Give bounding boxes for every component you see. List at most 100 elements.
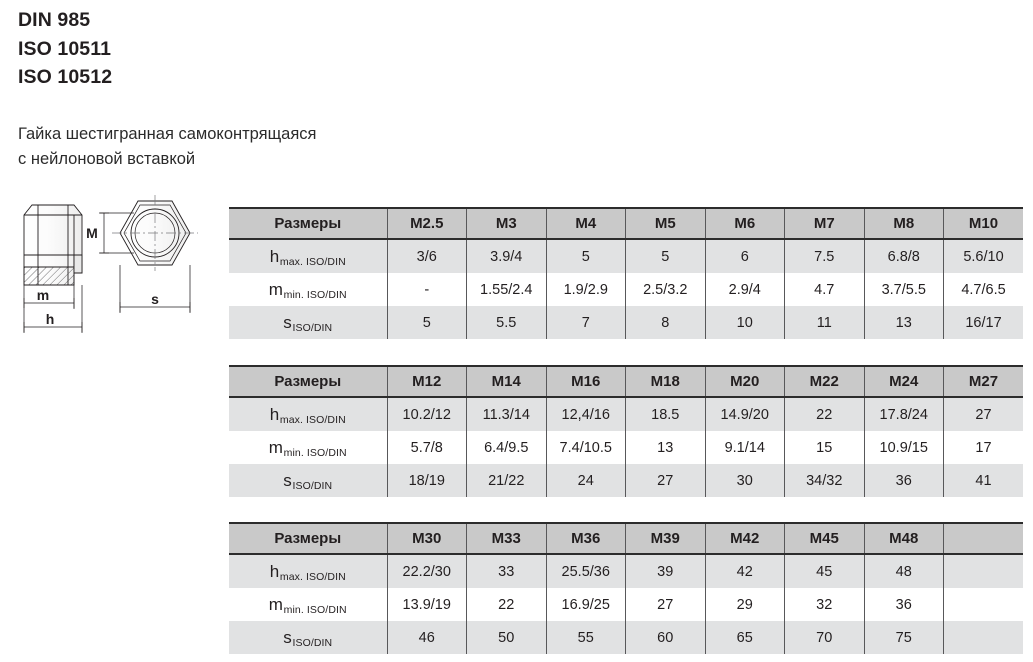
column-header-size: M33 <box>466 522 546 555</box>
table-row: mmin. ISO/DIN -1.55/2.4 1.9/2.9 2.5/3.2 2.9/… <box>229 273 1023 306</box>
value-cell: 17 <box>943 431 1023 464</box>
value-cell: 25.5/36 <box>545 554 626 588</box>
standard-din-985: DIN 985 <box>18 9 91 31</box>
hexagon-chamfer <box>123 204 187 262</box>
column-header-size: M8 <box>863 207 944 240</box>
row-subscript: ISO/DIN <box>292 637 333 649</box>
row-subscript: min. ISO/DIN <box>283 604 347 616</box>
value-cell: 50 <box>466 621 546 654</box>
column-header-size: M12 <box>386 365 467 398</box>
row-label-m: mmin. ISO/DIN <box>229 431 387 464</box>
row-symbol: h <box>269 561 280 581</box>
collar-step <box>73 254 83 274</box>
row-subscript: ISO/DIN <box>292 480 333 492</box>
description-line-1: Гайка шестигранная самоконтрящаяся <box>18 125 317 143</box>
value-cell: 18.5 <box>625 397 705 431</box>
value-cell: 24 <box>545 464 626 497</box>
row-label-s: sISO/DIN <box>229 621 387 654</box>
value-cell: 16.9/25 <box>545 588 626 621</box>
row-symbol: s <box>283 470 292 490</box>
table-row: sISO/DIN 18/19 21/22 24 27 30 34/32 36 41 <box>229 464 1023 497</box>
value-cell: 27 <box>625 464 705 497</box>
dimension-label-M: M <box>86 225 98 241</box>
column-header-size: M10 <box>943 207 1023 240</box>
value-cell: 45 <box>784 554 864 588</box>
value-cell: 55 <box>545 621 626 654</box>
value-cell: 7.5 <box>784 239 864 273</box>
value-cell: - <box>386 273 467 306</box>
value-cell: 36 <box>863 464 944 497</box>
value-cell: 5 <box>625 239 705 273</box>
value-cell-empty <box>943 621 1023 654</box>
column-header-size: M36 <box>545 522 626 555</box>
value-cell: 10 <box>704 306 785 339</box>
value-cell: 13.9/19 <box>386 588 467 621</box>
value-cell: 70 <box>784 621 864 654</box>
value-cell: 48 <box>863 554 944 588</box>
column-header-size: M42 <box>704 522 785 555</box>
dimension-label-m: m <box>37 287 49 303</box>
value-cell: 6.8/8 <box>863 239 944 273</box>
column-header-size: M2.5 <box>386 207 467 240</box>
column-header-size: M7 <box>784 207 864 240</box>
value-cell: 7.4/10.5 <box>545 431 626 464</box>
value-cell: 2.9/4 <box>704 273 785 306</box>
value-cell: 32 <box>784 588 864 621</box>
value-cell: 33 <box>466 554 546 588</box>
value-cell: 6 <box>704 239 785 273</box>
value-cell: 22.2/30 <box>386 554 467 588</box>
table-row: sISO/DIN 5 5.5 7 8 10 11 13 16/17 <box>229 306 1023 339</box>
row-subscript: max. ISO/DIN <box>279 414 346 426</box>
value-cell: 4.7 <box>784 273 864 306</box>
column-header-size: M6 <box>704 207 785 240</box>
spec-table-medium-sizes: Размеры M12 M14 M16 M18 M20 M22 M24 M27 hmax. IS… <box>229 365 1023 497</box>
row-subscript: ISO/DIN <box>292 322 333 334</box>
column-header-size: M5 <box>625 207 705 240</box>
standard-designations: DIN 985 ISO 10511 ISO 10512 <box>18 6 112 92</box>
row-symbol: s <box>283 627 292 647</box>
side-view <box>23 204 83 286</box>
value-cell: 11 <box>784 306 864 339</box>
value-cell: 5.5 <box>466 306 546 339</box>
row-subscript: min. ISO/DIN <box>283 447 347 459</box>
value-cell: 10.9/15 <box>863 431 944 464</box>
value-cell: 1.55/2.4 <box>466 273 546 306</box>
value-cell: 60 <box>625 621 705 654</box>
row-subscript: min. ISO/DIN <box>283 289 347 301</box>
value-cell: 16/17 <box>943 306 1023 339</box>
row-symbol: h <box>269 404 280 424</box>
value-cell: 65 <box>704 621 785 654</box>
value-cell: 29 <box>704 588 785 621</box>
row-symbol: m <box>268 279 284 299</box>
table-row: hmax. ISO/DIN 22.2/30 33 25.5/36 39 42 45 48 <box>229 554 1023 588</box>
nylon-insert-hatch <box>23 266 75 286</box>
row-label-s: sISO/DIN <box>229 306 387 339</box>
column-header-dimensions: Размеры <box>229 207 387 240</box>
value-cell: 42 <box>704 554 785 588</box>
value-cell: 13 <box>625 431 705 464</box>
value-cell: 5 <box>545 239 626 273</box>
column-header-size: M24 <box>863 365 944 398</box>
value-cell: 10.2/12 <box>386 397 467 431</box>
value-cell: 21/22 <box>466 464 546 497</box>
value-cell: 36 <box>863 588 944 621</box>
value-cell: 75 <box>863 621 944 654</box>
value-cell: 27 <box>943 397 1023 431</box>
value-cell: 30 <box>704 464 785 497</box>
row-symbol: h <box>269 246 280 266</box>
value-cell: 1.9/2.9 <box>545 273 626 306</box>
value-cell: 5.6/10 <box>943 239 1023 273</box>
spec-table-small-sizes: Размеры M2.5 M3 M4 M5 M6 M7 M8 M10 hmax. ISO/DIN… <box>229 207 1023 339</box>
row-label-h: hmax. ISO/DIN <box>229 397 387 431</box>
column-header-size: M4 <box>545 207 626 240</box>
column-header-size: M48 <box>863 522 944 555</box>
spec-table-large-sizes: Размеры M30 M33 M36 M39 M42 M45 M48 hmax. ISO/D… <box>229 522 1023 654</box>
value-cell-empty <box>943 588 1023 621</box>
value-cell: 15 <box>784 431 864 464</box>
technical-drawing: m h M <box>0 193 222 341</box>
value-cell-empty <box>943 554 1023 588</box>
value-cell: 7 <box>545 306 626 339</box>
standard-iso-10512: ISO 10512 <box>18 66 113 88</box>
column-header-size: M3 <box>466 207 546 240</box>
description-line-2: с нейлоновой вставкой <box>18 150 196 168</box>
